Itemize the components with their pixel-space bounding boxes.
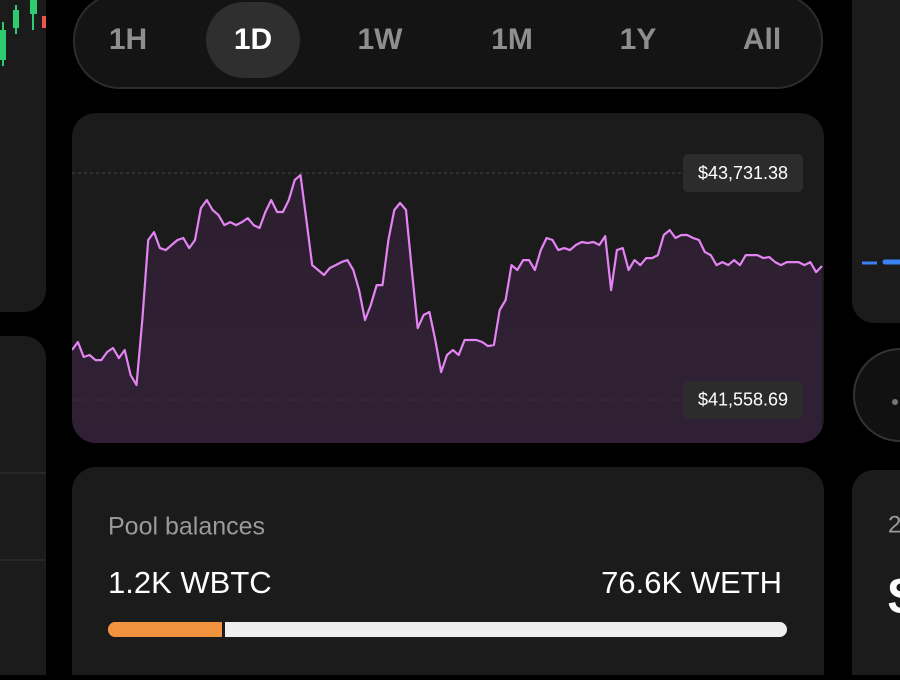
reference-label: $41,558.69 (698, 390, 788, 410)
tab[interactable]: 1Y (620, 23, 657, 56)
tabs: 1H 1D 1W 1M 1Y All (109, 2, 781, 78)
round-button[interactable] (853, 348, 900, 442)
tab[interactable]: 1D (234, 23, 272, 56)
pool-left: 1.2K WBTC (108, 565, 272, 600)
tab-selected[interactable] (206, 2, 300, 78)
reference-label: $43,731.38 (698, 163, 788, 183)
balance-bar (108, 622, 787, 637)
side-value: $ (888, 568, 900, 626)
icon (892, 399, 898, 405)
balance-gap (222, 622, 225, 637)
tab[interactable]: 1M (491, 23, 533, 56)
reference-label-box (683, 154, 803, 193)
chart (72, 172, 823, 443)
pool-right: 76.6K WETH (601, 565, 782, 600)
balance-bar-left (108, 622, 222, 637)
left-panel (0, 0, 46, 312)
candle (42, 16, 46, 28)
tab[interactable]: 1H (109, 23, 147, 56)
tab-bar (73, 0, 823, 89)
tab[interactable]: All (743, 23, 781, 56)
tab[interactable]: 1W (358, 23, 404, 56)
reference-label-box (683, 380, 803, 419)
right-panel (852, 0, 900, 323)
left-panel (0, 336, 46, 680)
area-fill (72, 175, 822, 443)
price-line (72, 174, 823, 387)
chart-labels: $43,731.38 $41,558.69 (683, 154, 803, 419)
right-panel (852, 470, 900, 680)
side-label: 2 (888, 511, 900, 538)
pool-title: Pool balances (108, 513, 265, 541)
